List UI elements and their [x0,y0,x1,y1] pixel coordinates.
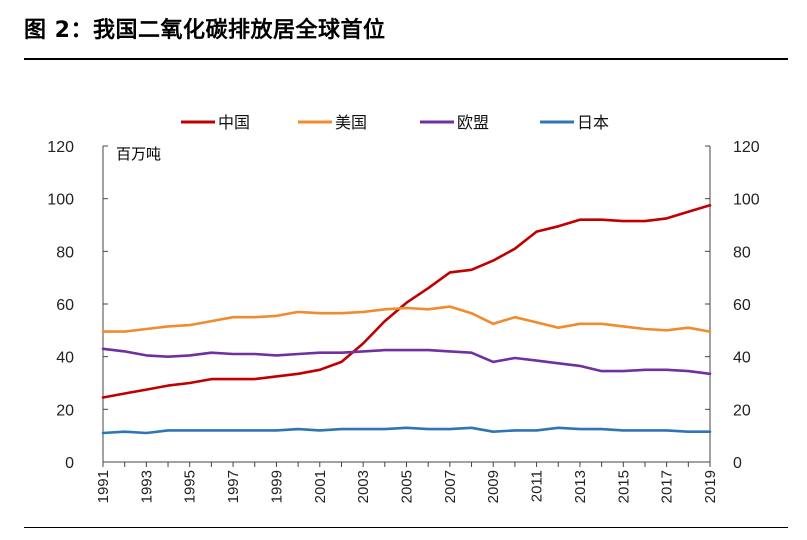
x-tick-label: 2005 [399,470,416,503]
y-tick-label-right: 40 [733,350,751,367]
top-rule [24,58,788,60]
y-tick-label-right: 20 [733,402,751,419]
series-line-日本 [101,426,712,435]
series-line-美国 [101,305,712,333]
y-tick-label-left: 40 [56,350,74,367]
x-tick-label: 1999 [268,470,285,503]
x-tick-label: 2009 [485,470,502,503]
bottom-rule [24,527,788,528]
y-tick-label-left: 100 [47,192,74,209]
x-tick-label: 2011 [529,470,546,502]
x-tick-label: 2007 [442,470,459,503]
x-tick-label: 1995 [182,470,199,503]
x-tick-label: 2003 [355,470,372,503]
legend-label: 中国 [218,114,250,132]
legend-label: 美国 [335,114,367,132]
y-tick-label-left: 60 [56,297,74,314]
y-tick-label-left: 0 [65,455,74,472]
x-tick-label: 2019 [702,470,719,503]
y-tick-label-left: 80 [56,244,74,261]
legend-label: 欧盟 [457,114,489,132]
legend-label: 日本 [577,114,609,132]
y-tick-label-right: 120 [733,139,760,156]
x-tick-label: 2017 [659,470,676,503]
y-tick-label-right: 60 [733,297,751,314]
unit-label: 百万吨 [116,146,161,163]
series-line-欧盟 [101,347,712,376]
legend: 中国 美国 欧盟 日本 [181,114,609,132]
figure-title: 图 2：我国二氧化碳排放居全球首位 [24,18,386,43]
axes: 0 0 20 20 40 40 60 60 80 80 100 100 120 120 1991 1993 19… [47,139,760,503]
y-tick-label-right: 80 [733,244,751,261]
x-tick-label: 1991 [95,470,112,503]
y-tick-label-right: 100 [733,192,760,209]
y-tick-label-left: 20 [56,402,74,419]
y-tick-label-right: 0 [733,455,742,472]
x-tick-label: 1997 [225,470,242,503]
x-tick-label: 2001 [312,470,329,503]
series-line-中国 [101,204,712,399]
y-tick-label-left: 120 [47,139,74,156]
x-tick-label: 2015 [615,470,632,503]
x-tick-label: 1993 [138,470,155,503]
series-lines [101,204,712,435]
x-tick-label: 2013 [572,470,589,503]
